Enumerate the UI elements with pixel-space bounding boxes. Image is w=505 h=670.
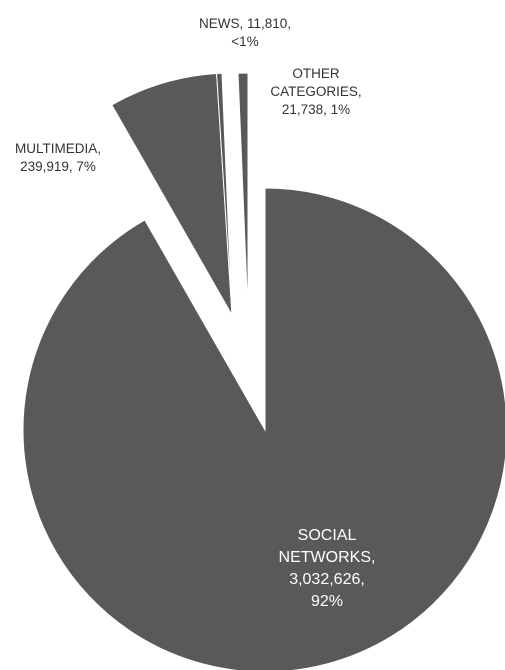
pie-slice-multimedia [111, 72, 233, 316]
pie-label-line: 21,738, 1% [282, 102, 350, 117]
pie-label-multimedia: MULTIMEDIA, 239,919, 7% [15, 141, 101, 174]
pie-label-line: MULTIMEDIA, [15, 141, 101, 156]
pie-labels: SOCIAL NETWORKS, 3,032,626, 92% MULTIMEDIA, 2… [15, 16, 375, 610]
pie-label-other-categories: OTHER CATEGORIES, 21,738, 1% [270, 66, 361, 117]
pie-label-line: NEWS, 11,810, [199, 16, 291, 31]
pie-label-line: 3,032,626, [289, 571, 365, 588]
pie-label-social-networks: SOCIAL NETWORKS, 3,032,626, 92% [279, 527, 376, 610]
pie-slice-other-categories [237, 72, 249, 316]
pie-label-line: CATEGORIES, [270, 84, 361, 99]
pie-label-line: <1% [231, 34, 258, 49]
pie-slice-news [216, 72, 233, 316]
pie-label-news: NEWS, 11,810, <1% [199, 16, 291, 49]
pie-label-line: SOCIAL [298, 527, 357, 544]
pie-label-line: 92% [311, 593, 343, 610]
pie-label-line: NETWORKS, [279, 549, 376, 566]
pie-slices [22, 72, 505, 670]
pie-label-line: OTHER [292, 66, 340, 81]
pie-slice-social-networks [22, 187, 505, 670]
pie-label-line: 239,919, 7% [20, 159, 96, 174]
